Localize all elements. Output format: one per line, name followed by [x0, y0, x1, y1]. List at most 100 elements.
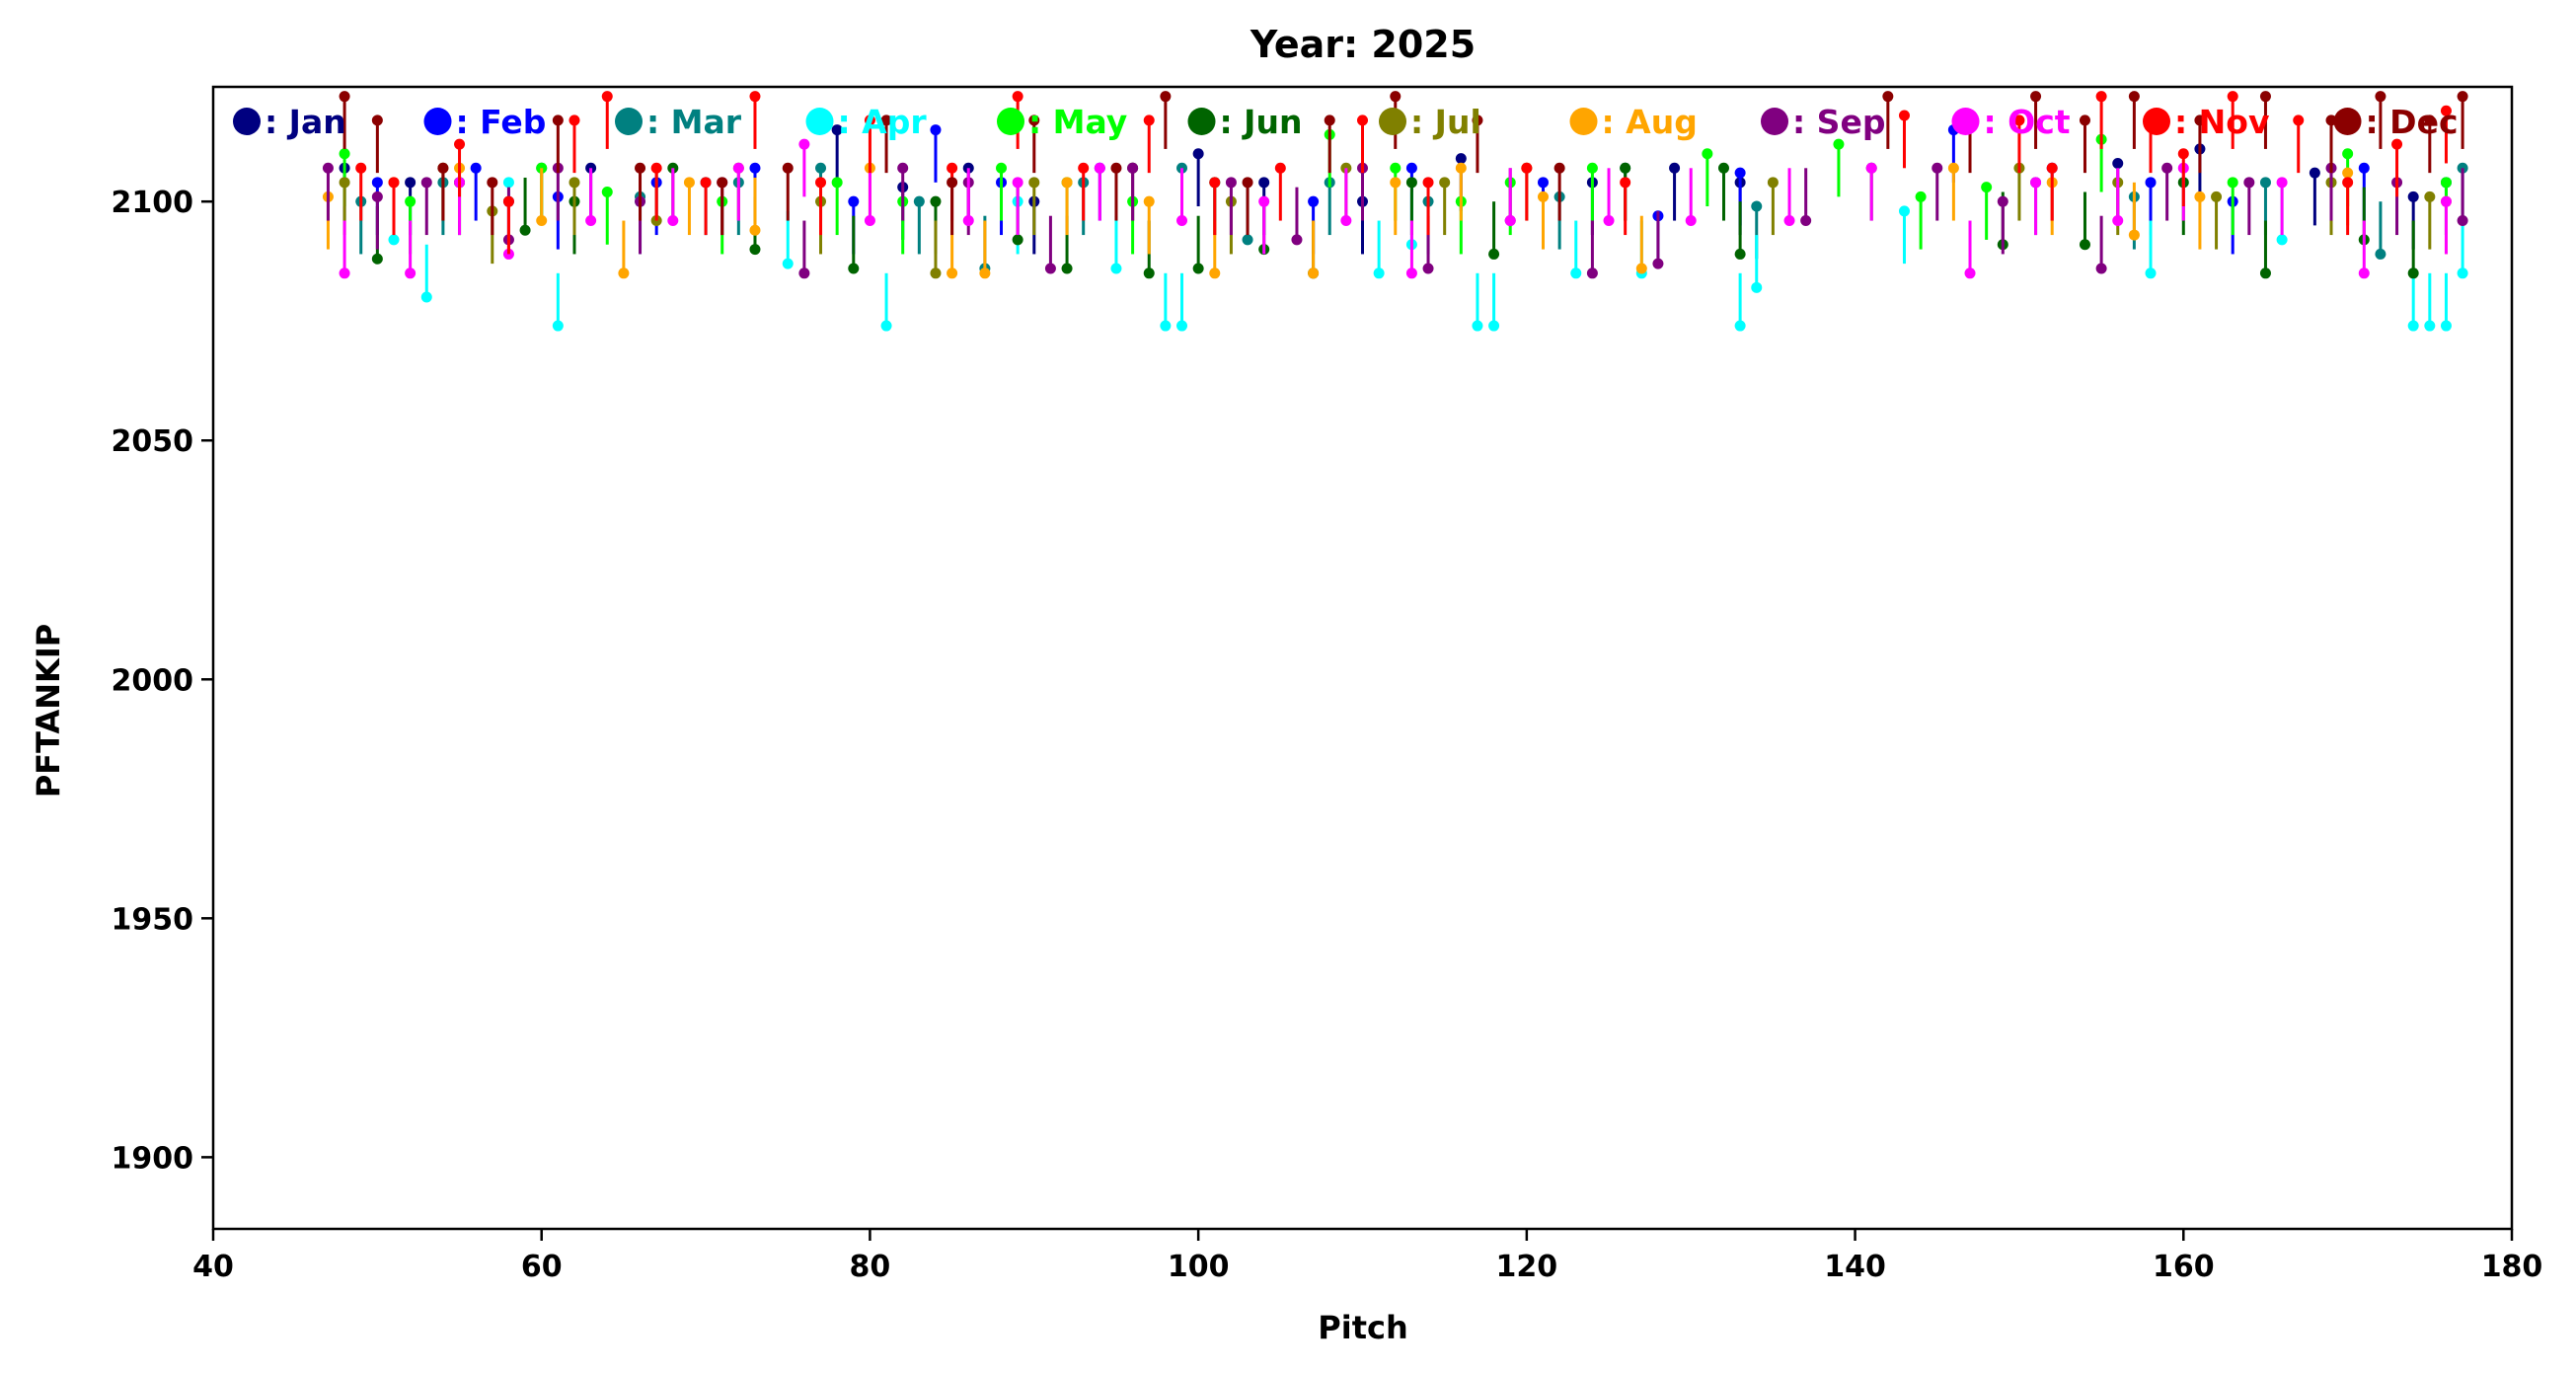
data-point — [1373, 267, 1385, 279]
data-point — [322, 162, 334, 174]
data-point — [2046, 162, 2058, 174]
legend-label: : Jul — [1410, 103, 1481, 141]
x-tick-label: 180 — [2481, 1250, 2543, 1284]
data-point — [2211, 191, 2223, 202]
data-point — [1734, 248, 1746, 260]
data-point — [1390, 177, 1402, 189]
data-point — [2227, 91, 2238, 103]
y-tick-label: 1900 — [112, 1141, 194, 1176]
data-point — [1061, 177, 1073, 189]
legend-label: : Jan — [265, 103, 346, 141]
data-point — [568, 114, 580, 126]
data-point — [1717, 162, 1729, 174]
plot-area — [213, 87, 2512, 1229]
data-point — [831, 124, 843, 136]
axes-layer: 40 60 80 100 120 140 160 180 1900 1950 2000 2050 210… — [112, 85, 2543, 1284]
data-point — [1620, 162, 1631, 174]
data-point — [815, 177, 827, 189]
data-point — [2079, 114, 2090, 126]
legend-label: : Oct — [1984, 103, 2071, 141]
y-tick-label: 2050 — [112, 424, 194, 459]
x-tick-label: 40 — [192, 1250, 234, 1284]
data-point — [1521, 162, 1533, 174]
data-point — [930, 124, 942, 136]
data-point — [2177, 148, 2189, 160]
data-point — [1981, 182, 1993, 193]
legend-label: : Nov — [2174, 103, 2270, 141]
y-tick-label: 2000 — [112, 663, 194, 698]
data-point — [1702, 148, 1713, 160]
data-point — [454, 138, 466, 150]
data-point — [1882, 91, 1894, 103]
data-point — [930, 195, 942, 207]
x-tick-label: 160 — [2153, 1250, 2215, 1284]
data-point — [1865, 162, 1877, 174]
data-point — [568, 177, 580, 189]
data-point — [2259, 91, 2271, 103]
x-axis-label: Pitch — [1318, 1309, 1407, 1346]
data-point — [2161, 162, 2173, 174]
data-point — [470, 162, 482, 174]
data-point — [2030, 177, 2042, 189]
data-point — [601, 91, 613, 103]
data-point — [1012, 234, 1023, 246]
data-point — [339, 91, 350, 103]
y-tick-label: 1950 — [112, 902, 194, 937]
data-point — [979, 267, 991, 279]
data-point — [339, 177, 350, 189]
data-point — [864, 215, 875, 227]
data-point — [1390, 91, 1402, 103]
data-point — [2440, 177, 2452, 189]
legend-item-7: : Jul — [1379, 103, 1481, 141]
data-point — [1751, 281, 1763, 293]
data-point — [2013, 114, 2025, 126]
data-point — [1405, 162, 1417, 174]
data-point — [1767, 177, 1779, 189]
data-point — [749, 162, 761, 174]
data-point — [1997, 195, 2008, 207]
legend-item-4: : Apr — [805, 103, 927, 141]
data-point — [2079, 239, 2090, 251]
data-point — [502, 195, 514, 207]
legend-marker — [805, 108, 834, 135]
data-point — [798, 267, 810, 279]
data-point — [1357, 114, 1368, 126]
data-point — [2309, 167, 2320, 179]
data-point — [947, 267, 958, 279]
legend-label: : Dec — [2366, 103, 2459, 141]
data-point — [2342, 148, 2354, 160]
data-point — [1455, 162, 1467, 174]
data-point — [782, 258, 794, 269]
legend-item-6: : Jun — [1187, 103, 1302, 141]
data-point — [1308, 267, 1320, 279]
data-point — [437, 162, 449, 174]
data-point — [1669, 162, 1681, 174]
data-point — [2375, 91, 2387, 103]
legend-marker — [615, 108, 643, 135]
data-point — [1800, 215, 1812, 227]
x-tick-label: 120 — [1496, 1250, 1558, 1284]
data-point — [749, 244, 761, 256]
data-point — [2457, 215, 2468, 227]
data-point — [815, 162, 827, 174]
data-point — [1127, 162, 1139, 174]
legend-marker — [1569, 108, 1598, 135]
data-point — [1472, 114, 1483, 126]
data-point — [1160, 320, 1172, 332]
data-point — [1094, 162, 1105, 174]
data-point — [2407, 267, 2419, 279]
legend-marker — [1951, 108, 1980, 135]
data-point — [2227, 177, 2238, 189]
data-point — [1932, 162, 1943, 174]
data-point — [635, 162, 646, 174]
data-point — [2259, 177, 2271, 189]
data-point — [1390, 162, 1402, 174]
data-point — [1635, 263, 1647, 274]
chart-title: Year: 2025 — [1250, 23, 1476, 66]
data-point — [618, 267, 630, 279]
data-point — [502, 177, 514, 189]
data-point — [2194, 191, 2206, 202]
data-point — [683, 177, 695, 189]
x-tick-label: 60 — [521, 1250, 563, 1284]
data-point — [1488, 248, 1500, 260]
